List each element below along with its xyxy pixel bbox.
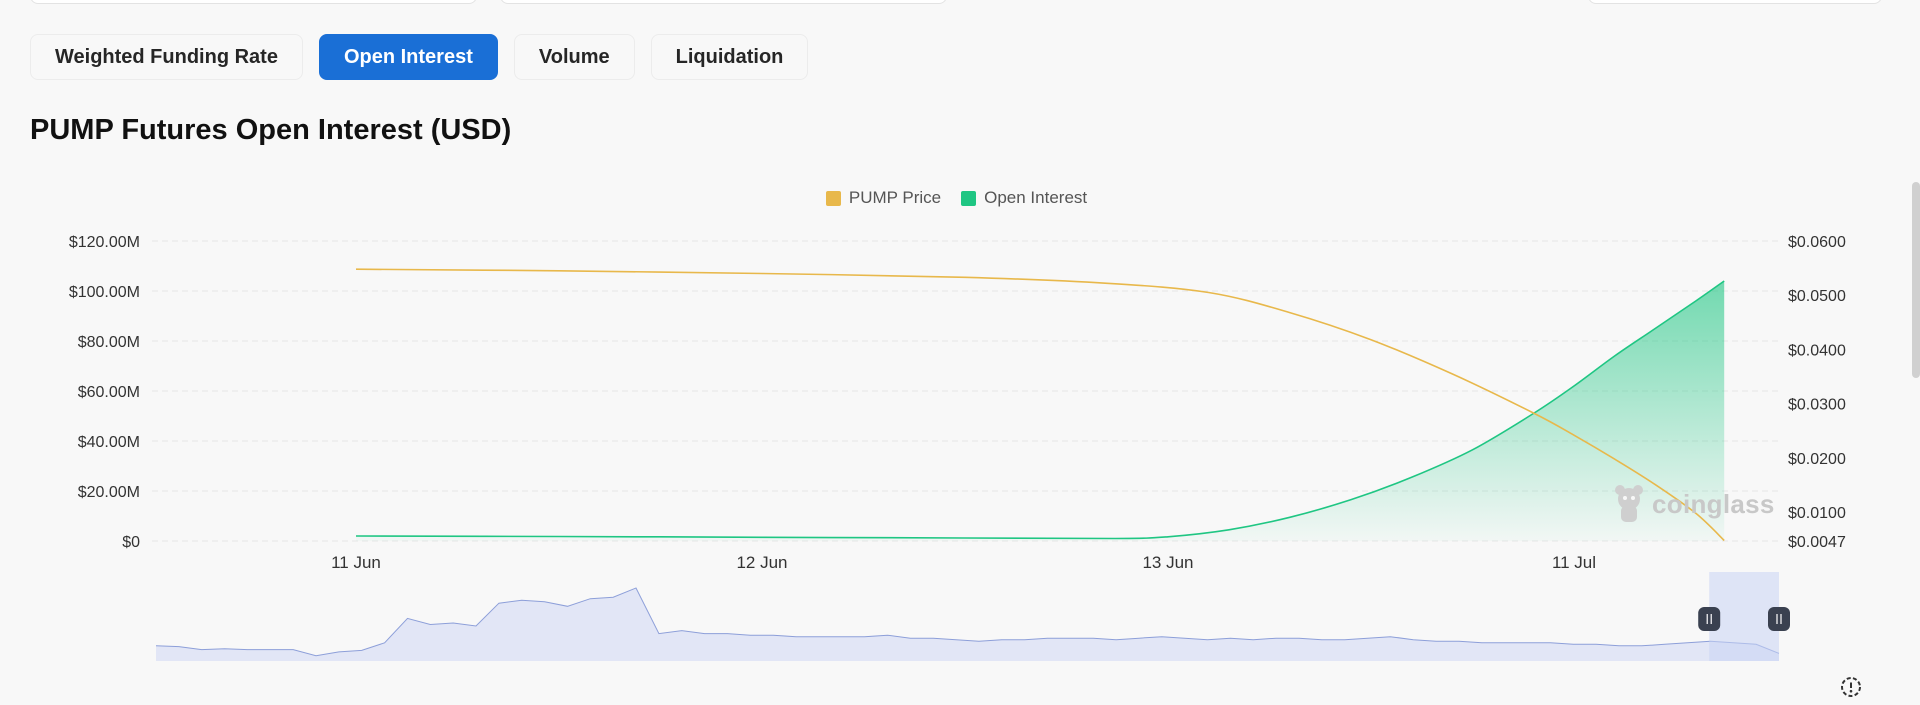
legend-item-pump-price[interactable]: PUMP Price	[825, 188, 942, 208]
y-right-tick-label: $0.0500	[1788, 288, 1846, 305]
page-scrollbar-thumb[interactable]	[1912, 182, 1920, 378]
x-tick-label: 13 Jun	[1142, 553, 1193, 572]
y-right-tick-label: $0.0300	[1788, 397, 1846, 414]
y-right-tick-label: $0.0600	[1788, 234, 1846, 251]
open-interest-area	[356, 281, 1725, 541]
navigator-line	[155, 587, 1780, 657]
y-left-tick-label: $40.00M	[78, 434, 140, 451]
y-left-tick-label: $100.00M	[69, 284, 140, 301]
y-left-tick-label: $120.00M	[69, 234, 140, 251]
pump-price-line	[355, 268, 1725, 542]
tab-volume[interactable]: Volume	[513, 34, 635, 80]
open-interest-line	[355, 280, 1725, 540]
tab-liquidation[interactable]: Liquidation	[650, 34, 809, 80]
coinglass-watermark: coinglass	[1612, 484, 1775, 524]
chart-legend: PUMP Price Open Interest	[0, 188, 1913, 208]
chart-tabs: Weighted Funding Rate Open Interest Volu…	[30, 34, 809, 80]
y-left-tick-label: $0	[122, 534, 140, 551]
y-left-tick-label: $20.00M	[78, 484, 140, 501]
navigator-right-handle[interactable]	[1768, 607, 1790, 631]
legend-item-open-interest[interactable]: Open Interest	[961, 188, 1087, 208]
legend-label-open-interest: Open Interest	[984, 188, 1088, 207]
y-right-tick-label: $0.0200	[1788, 451, 1846, 468]
tab-weighted-funding-rate[interactable]: Weighted Funding Rate	[30, 34, 303, 80]
y-left-tick-label: $80.00M	[78, 334, 140, 351]
watermark-text: coinglass	[1652, 488, 1775, 519]
y-right-tick-label: $0.0100	[1788, 505, 1846, 522]
settings-gear-icon[interactable]	[1838, 674, 1864, 705]
navigator-left-handle[interactable]	[1698, 607, 1721, 631]
navigator-selection	[1709, 572, 1779, 661]
y-left-tick-label: $60.00M	[78, 384, 140, 401]
legend-label-pump-price: PUMP Price	[848, 188, 942, 207]
y-right-tick-label: $0.0047	[1788, 534, 1846, 551]
coinglass-mascot-icon	[1615, 485, 1643, 522]
x-tick-label: 11 Jun	[331, 553, 381, 572]
page-title: PUMP Futures Open Interest (USD)	[30, 114, 512, 146]
legend-swatch-open-interest	[961, 190, 977, 206]
tab-open-interest[interactable]: Open Interest	[318, 34, 498, 80]
y-right-tick-label: $0.0400	[1788, 342, 1846, 359]
navigator-area	[156, 588, 1779, 661]
legend-swatch-pump-price	[825, 190, 841, 206]
x-tick-label: 12 Jun	[736, 553, 787, 572]
x-tick-label: 11 Jul	[1552, 553, 1596, 572]
